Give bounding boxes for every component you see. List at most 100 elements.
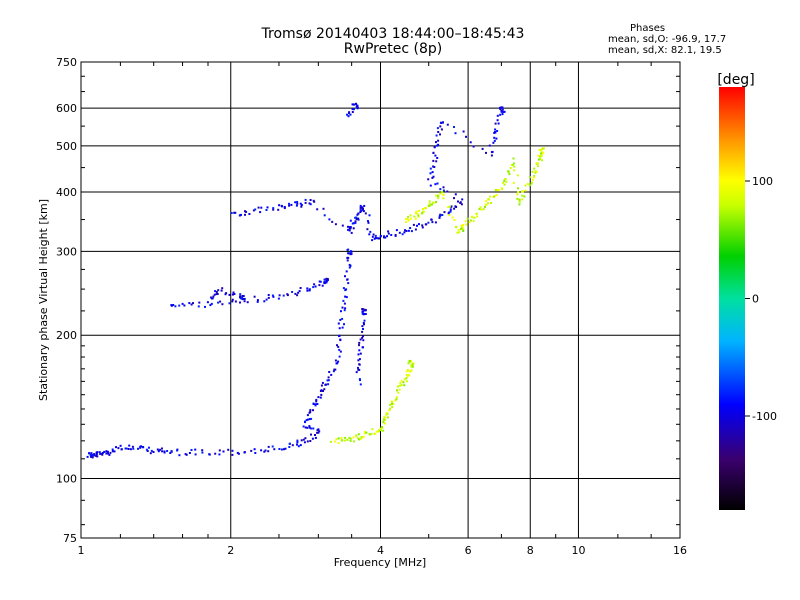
data-point [475,212,478,215]
data-point [259,211,262,214]
data-point [536,162,539,165]
data-point [357,218,360,221]
data-point [499,108,502,111]
y-tick-label: 200 [56,329,77,342]
data-point [172,304,175,306]
data-point [348,112,350,115]
data-point [540,149,542,152]
colorbar-tick-label: -100 [752,410,777,423]
data-point [161,450,164,453]
data-point [338,335,340,337]
data-point [351,111,354,113]
data-point [362,339,365,342]
data-point [243,300,246,303]
data-point [482,208,485,211]
data-point [227,448,230,451]
data-point [368,233,371,236]
data-point [339,350,342,353]
data-point [188,452,191,454]
data-point [370,432,373,435]
data-point [376,430,378,433]
data-point [503,110,506,113]
data-point [513,165,516,168]
data-point [364,313,367,315]
data-point [421,226,424,229]
data-point [308,418,311,421]
data-point [346,113,348,116]
data-point [344,275,346,278]
data-point [131,445,134,448]
data-point [88,452,91,455]
data-point [416,212,419,215]
data-point [101,452,104,454]
data-point [512,157,515,160]
plot-frame [80,61,681,539]
data-point [309,410,312,413]
data-point [359,204,362,207]
data-point [435,134,438,137]
data-point [239,301,241,304]
data-point [407,219,410,222]
data-point [288,204,291,207]
data-point [159,448,162,451]
data-point [296,202,299,205]
data-point [413,215,416,218]
data-point [337,360,340,363]
data-point [318,430,321,433]
data-point [309,203,312,206]
data-point [188,302,191,305]
data-point [111,448,114,451]
data-point [500,106,503,109]
data-point [521,194,524,197]
data-point [241,295,244,297]
data-point [313,200,316,203]
data-point [530,181,533,184]
data-point [304,421,306,424]
data-point [286,294,289,297]
data-point [357,366,359,369]
data-point [351,108,354,110]
data-point [263,450,266,453]
data-point [417,214,420,217]
data-point [324,282,326,285]
data-point [468,221,471,224]
data-point [356,213,359,216]
data-point [142,446,145,449]
data-point [464,220,467,223]
data-point [346,256,349,259]
data-point [359,211,362,213]
data-point [385,413,388,416]
data-point [338,348,341,351]
data-point [441,214,444,216]
data-point [362,313,365,316]
data-point [363,432,366,435]
data-point [170,450,173,453]
data-point [533,176,536,179]
colorbar-axis: -100 0 100 [745,175,777,423]
data-point [334,368,337,371]
data-point [314,434,316,436]
data-point [302,425,305,428]
data-point [277,297,280,300]
data-point [349,264,352,267]
data-point [429,172,432,175]
data-point [502,181,505,184]
data-point [362,328,364,330]
data-point [355,435,358,438]
data-point [148,446,150,449]
data-point [518,203,521,206]
data-point [166,450,169,452]
data-point [471,215,473,218]
data-point [435,160,438,163]
data-point [208,453,211,456]
data-point [479,206,482,209]
data-point [358,344,360,347]
data-point [328,371,331,373]
data-point [507,170,510,173]
data-point [305,419,308,422]
data-point [511,163,514,166]
data-point [512,181,515,184]
data-point [405,218,408,220]
data-point [362,210,365,213]
